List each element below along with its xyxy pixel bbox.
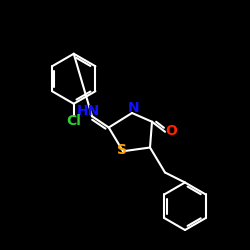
Text: Cl: Cl [66,114,81,128]
Text: O: O [165,124,177,138]
Text: N: N [128,102,139,116]
Text: HN: HN [76,104,100,118]
Text: S: S [116,143,126,157]
